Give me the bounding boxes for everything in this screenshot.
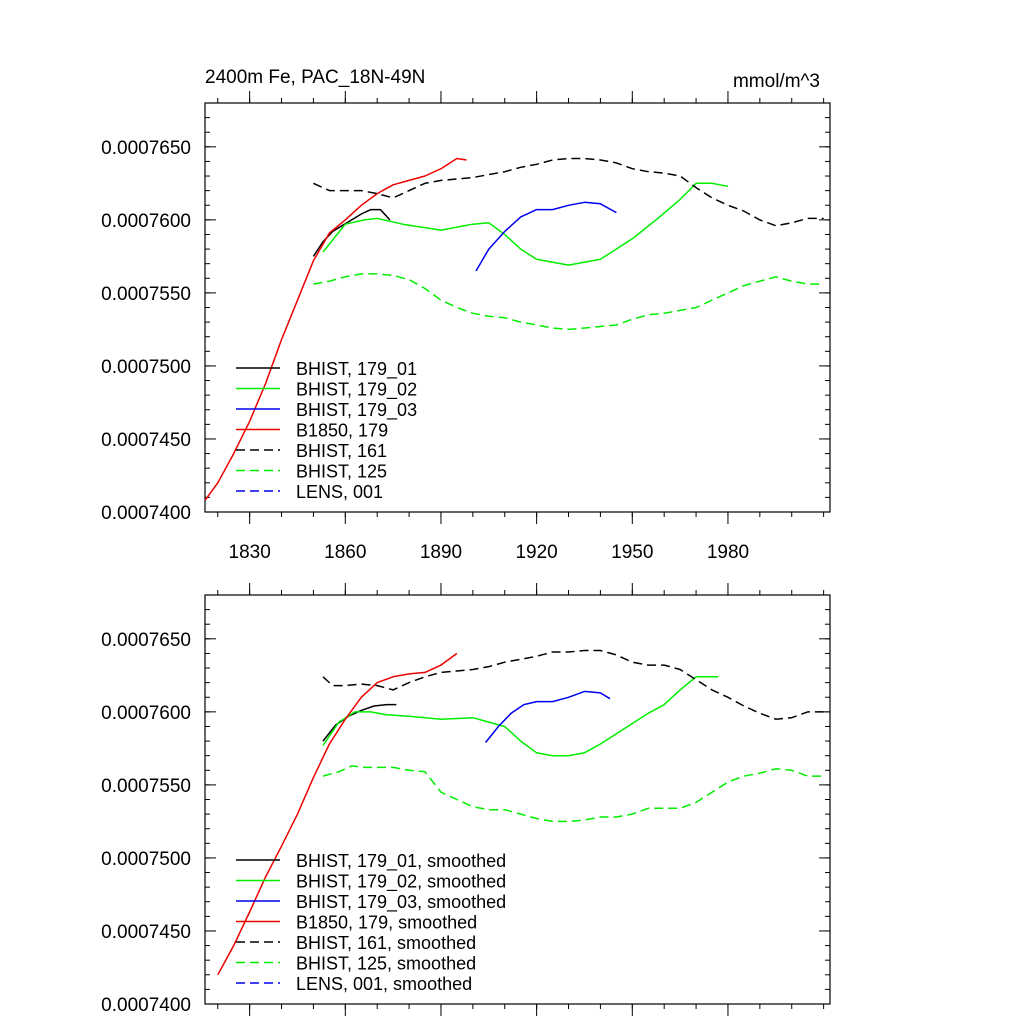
series-line-3 — [217, 652, 458, 976]
legend-label-3: B1850, 179, smoothed — [296, 913, 477, 933]
series-line-5 — [322, 765, 824, 823]
y-tick-label: 0.0007600 — [101, 703, 191, 724]
series-line-4 — [322, 649, 824, 720]
y-tick-label: 0.0007550 — [101, 284, 191, 305]
series-line-5 — [313, 273, 824, 331]
series-line-0 — [322, 703, 397, 742]
series-line-4 — [313, 157, 824, 227]
legend-label-5: BHIST, 125, smoothed — [296, 954, 476, 974]
x-tick-label: 1860 — [324, 542, 366, 563]
series-line-2 — [475, 201, 617, 272]
series-line-2 — [485, 690, 611, 743]
x-tick-label: 1890 — [420, 542, 462, 563]
y-tick-label: 0.0007450 — [101, 922, 191, 943]
series-line-3 — [204, 157, 467, 501]
legend-label-1: BHIST, 179_02 — [296, 380, 417, 401]
y-tick-label: 0.0007550 — [101, 776, 191, 797]
legend-label-3: B1850, 179 — [296, 421, 388, 441]
legend-label-2: BHIST, 179_03, smoothed — [296, 892, 506, 913]
x-tick-label: 1830 — [229, 542, 271, 563]
x-tick-label: 1980 — [707, 542, 749, 563]
legend-label-5: BHIST, 125 — [296, 462, 387, 482]
legend-label-6: LENS, 001, smoothed — [296, 974, 472, 994]
legend-label-1: BHIST, 179_02, smoothed — [296, 872, 506, 893]
y-tick-label: 0.0007400 — [101, 503, 191, 524]
y-tick-label: 0.0007400 — [101, 995, 191, 1016]
units-label: mmol/m^3 — [733, 71, 820, 92]
legend-label-4: BHIST, 161 — [296, 441, 387, 461]
y-tick-label: 0.0007500 — [101, 357, 191, 378]
x-tick-label: 1950 — [611, 542, 653, 563]
legend-label-2: BHIST, 179_03 — [296, 400, 417, 421]
series-line-1 — [322, 676, 719, 757]
series-line-1 — [322, 182, 729, 266]
y-tick-label: 0.0007600 — [101, 211, 191, 232]
top-panel: 0.0007400 0.0007450 0.0007500 0.0007550 0.00… — [101, 67, 831, 563]
y-tick-label: 0.0007500 — [101, 849, 191, 870]
legend-label-4: BHIST, 161, smoothed — [296, 933, 476, 953]
legend-label-0: BHIST, 179_01, smoothed — [296, 851, 506, 872]
legend-label-6: LENS, 001 — [296, 482, 383, 502]
legend-label-0: BHIST, 179_01 — [296, 359, 417, 380]
y-tick-label: 0.0007450 — [101, 430, 191, 451]
bottom-panel: 0.0007400 0.0007450 0.0007500 0.0007550 0.00… — [101, 583, 831, 1016]
x-tick-label: 1920 — [515, 542, 557, 563]
chart-title: 2400m Fe, PAC_18N-49N — [205, 67, 425, 88]
y-tick-label: 0.0007650 — [101, 630, 191, 651]
y-tick-label: 0.0007650 — [101, 138, 191, 159]
